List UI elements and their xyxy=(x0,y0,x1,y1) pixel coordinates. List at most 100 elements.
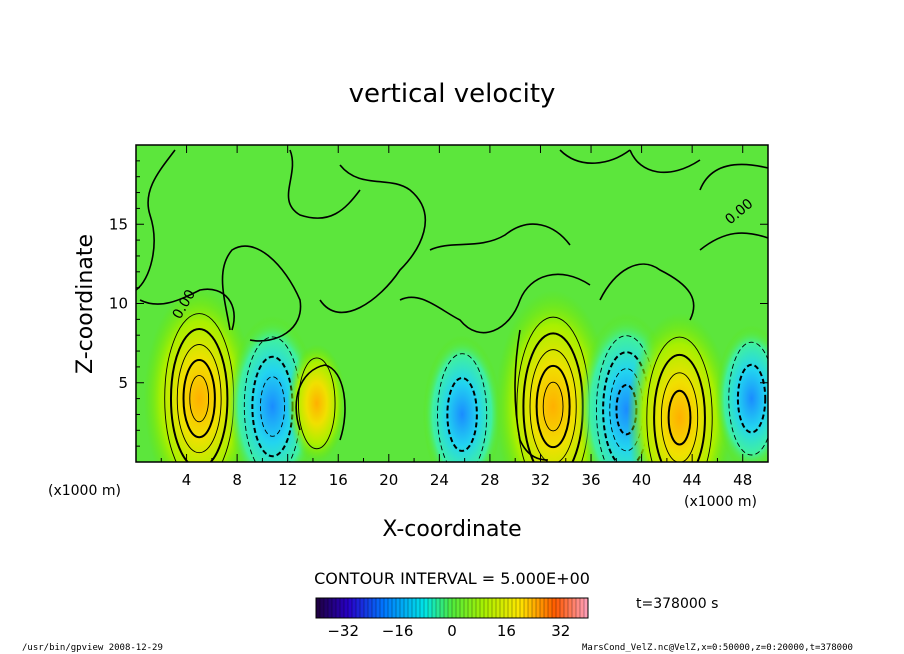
colorbar-cell xyxy=(524,598,529,618)
colorbar-cell xyxy=(576,598,581,618)
colorbar-cell xyxy=(516,598,521,618)
colorbar-cell xyxy=(476,598,481,618)
downdraft-cell xyxy=(715,325,768,462)
colorbar-cell xyxy=(548,598,553,618)
colorbar-cell xyxy=(380,598,385,618)
colorbar-cell xyxy=(372,598,377,618)
colorbar-cell xyxy=(424,598,429,618)
colorbar-cell xyxy=(360,598,365,618)
colorbar: −32 −16 0 16 32 xyxy=(315,597,589,640)
colorbar-cell xyxy=(324,598,329,618)
downdraft-cell xyxy=(422,335,502,462)
colorbar-tick-label: −32 xyxy=(327,622,359,640)
x-tick-label: 36 xyxy=(581,471,600,489)
colorbar-cell xyxy=(464,598,469,618)
colorbar-cell xyxy=(500,598,505,618)
colorbar-cell xyxy=(396,598,401,618)
colorbar-cell xyxy=(504,598,509,618)
x-tick-label: 4 xyxy=(182,471,192,489)
x-axis-label: X-coordinate xyxy=(382,517,521,542)
y-axis-label: Z-coordinate xyxy=(73,234,98,374)
colorbar-cell xyxy=(392,598,397,618)
x-tick-label: 44 xyxy=(683,471,702,489)
colorbar-tick-label: 0 xyxy=(447,622,457,640)
colorbar-cell xyxy=(508,598,513,618)
colorbar-cell xyxy=(432,598,437,618)
footer-source: MarsCond_VelZ.nc@VelZ,x=0:50000,z=0:2000… xyxy=(582,643,853,653)
x-axis: 4 8 12 16 20 24 28 32 36 40 44 48 xyxy=(160,145,752,489)
colorbar-cell xyxy=(492,598,497,618)
colorbar-cell xyxy=(328,598,333,618)
colorbar-cell xyxy=(484,598,489,618)
chart-title: vertical velocity xyxy=(349,79,556,109)
colorbar-cell xyxy=(572,598,577,618)
colorbar-cell xyxy=(340,598,345,618)
colorbar-cell xyxy=(552,598,557,618)
colorbar-cells xyxy=(315,598,589,618)
colorbar-cell xyxy=(580,598,585,618)
contour-interval-label: CONTOUR INTERVAL = 5.000E+00 xyxy=(314,569,590,588)
y-tick-label: 10 xyxy=(109,295,128,313)
colorbar-cell xyxy=(352,598,357,618)
colorbar-cell xyxy=(332,598,337,618)
colorbar-cell xyxy=(512,598,517,618)
velocity-features xyxy=(144,288,768,462)
time-label: t=378000 s xyxy=(636,596,718,612)
colorbar-cell xyxy=(528,598,533,618)
colorbar-cell xyxy=(472,598,477,618)
colorbar-cell xyxy=(564,598,569,618)
colorbar-cell xyxy=(488,598,493,618)
x-tick-label: 32 xyxy=(531,471,550,489)
x-tick-label: 8 xyxy=(232,471,242,489)
colorbar-frame xyxy=(315,597,589,619)
colorbar-cell xyxy=(412,598,417,618)
colorbar-cell xyxy=(344,598,349,618)
colorbar-cell xyxy=(480,598,485,618)
colorbar-cell xyxy=(428,598,433,618)
colorbar-cell xyxy=(444,598,449,618)
colorbar-cell xyxy=(560,598,565,618)
colorbar-cell xyxy=(496,598,501,618)
colorbar-cell xyxy=(408,598,413,618)
colorbar-cell xyxy=(348,598,353,618)
colorbar-cell xyxy=(584,598,589,618)
y-tick-label: 15 xyxy=(109,215,128,233)
colorbar-cell xyxy=(320,598,325,618)
colorbar-cell xyxy=(376,598,381,618)
colorbar-cell xyxy=(544,598,549,618)
colorbar-cell xyxy=(520,598,525,618)
y-axis: 5 10 15 xyxy=(109,160,768,447)
colorbar-cell xyxy=(364,598,369,618)
colorbar-ticks: −32 −16 0 16 32 xyxy=(327,622,570,640)
x-tick-label: 48 xyxy=(733,471,752,489)
x-tick-label: 12 xyxy=(278,471,297,489)
colorbar-cell xyxy=(452,598,457,618)
colorbar-cell xyxy=(456,598,461,618)
colorbar-cell xyxy=(416,598,421,618)
plot-area: 0.00 0.00 xyxy=(135,144,769,463)
x-tick-label: 20 xyxy=(379,471,398,489)
colorbar-cell xyxy=(568,598,573,618)
x-tick-label: 16 xyxy=(329,471,348,489)
x-tick-label: 24 xyxy=(430,471,449,489)
colorbar-cell xyxy=(540,598,545,618)
updraft-cell xyxy=(627,312,732,462)
colorbar-tick-label: 16 xyxy=(497,622,516,640)
y-tick-label: 5 xyxy=(118,374,128,392)
colorbar-cell xyxy=(460,598,465,618)
colorbar-cell xyxy=(388,598,393,618)
colorbar-cell xyxy=(532,598,537,618)
colorbar-cell xyxy=(440,598,445,618)
colorbar-tick-label: −16 xyxy=(382,622,414,640)
x-unit-label-left: (x1000 m) xyxy=(48,483,121,499)
x-unit-label-right: (x1000 m) xyxy=(684,494,757,510)
colorbar-cell xyxy=(468,598,473,618)
colorbar-cell xyxy=(404,598,409,618)
colorbar-cell xyxy=(556,598,561,618)
colorbar-tick-label: 32 xyxy=(551,622,570,640)
colorbar-cell xyxy=(436,598,441,618)
x-tick-label: 40 xyxy=(632,471,651,489)
colorbar-cell xyxy=(336,598,341,618)
colorbar-cell xyxy=(356,598,361,618)
